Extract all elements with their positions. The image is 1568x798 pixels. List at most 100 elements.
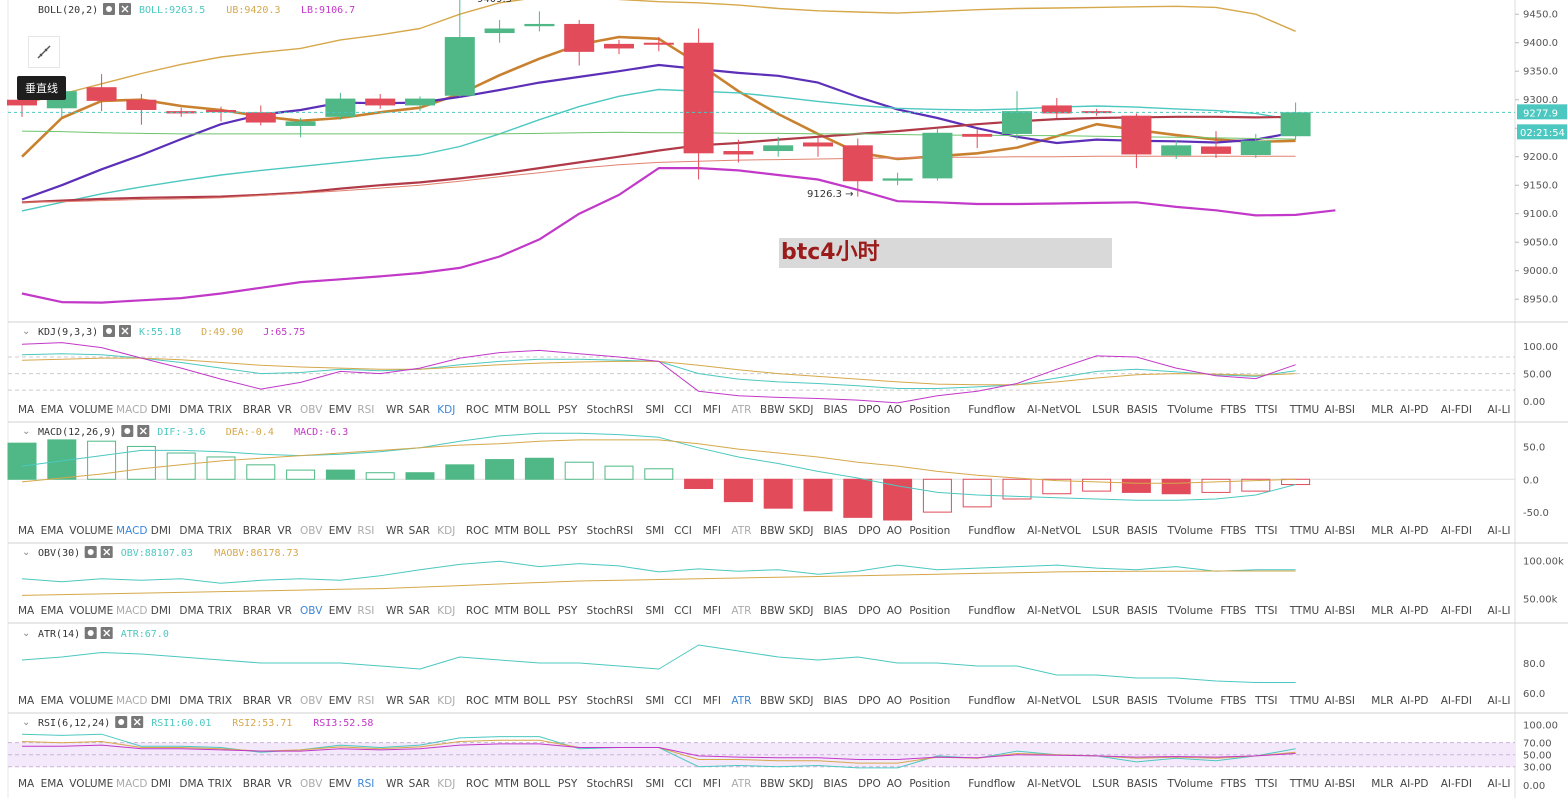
candle-body[interactable] (245, 112, 276, 123)
indicator-tab[interactable]: TTMU (1289, 778, 1319, 790)
candle-body[interactable] (1280, 112, 1311, 137)
indicator-tab[interactable]: FTBS (1220, 404, 1246, 416)
indicator-tab[interactable]: PSY (558, 778, 578, 790)
indicator-tab[interactable]: StochRSI (587, 404, 634, 416)
indicator-tab[interactable]: BOLL (523, 525, 550, 537)
indicator-tab[interactable]: CCI (674, 695, 692, 707)
macd-bar[interactable] (1042, 478, 1072, 495)
indicator-tab[interactable]: FTBS (1220, 695, 1246, 707)
indicator-tab[interactable]: OBV (300, 695, 323, 707)
macd-bar[interactable] (524, 457, 554, 480)
candle-body[interactable] (126, 99, 157, 110)
indicator-tab[interactable]: StochRSI (587, 525, 634, 537)
macd-bar[interactable] (1161, 478, 1191, 495)
indicator-tab[interactable]: DMA (179, 605, 204, 617)
macd-bar[interactable] (405, 472, 435, 480)
indicator-tab[interactable]: BASIS (1127, 605, 1158, 617)
candle-body[interactable] (1002, 111, 1032, 134)
indicator-tab[interactable]: PSY (558, 525, 578, 537)
indicator-tab[interactable]: BOLL (523, 605, 550, 617)
indicator-tab[interactable]: DMI (151, 695, 171, 707)
indicator-tab[interactable]: ROC (466, 778, 489, 790)
indicator-tab[interactable]: SAR (409, 605, 430, 617)
candle-body[interactable] (922, 132, 953, 179)
collapse-icon[interactable]: ⌄ (22, 547, 30, 558)
indicator-tab[interactable]: TTMU (1289, 695, 1319, 707)
close-panel-icon[interactable] (131, 716, 144, 728)
indicator-tab[interactable]: VR (277, 695, 291, 707)
indicator-tab[interactable]: LSUR (1092, 404, 1120, 416)
indicator-tab[interactable]: AI-LI (1488, 778, 1511, 790)
indicator-tab[interactable]: MFI (703, 695, 721, 707)
indicator-tab[interactable]: VOLUME (69, 404, 113, 416)
indicator-tab[interactable]: DPO (858, 605, 881, 617)
indicator-tab[interactable]: AI-PD (1400, 404, 1429, 416)
indicator-tab[interactable]: VOLUME (69, 605, 113, 617)
indicator-tab[interactable]: DMI (151, 404, 171, 416)
settings-gear-icon[interactable] (103, 3, 115, 15)
close-panel-icon[interactable] (137, 425, 150, 437)
candle-body[interactable] (604, 43, 634, 49)
macd-bar[interactable] (843, 478, 873, 518)
indicator-tab[interactable]: BBW (760, 695, 785, 707)
indicator-tab[interactable]: BBW (760, 778, 785, 790)
indicator-tab[interactable]: MACD (116, 404, 147, 416)
indicator-tab[interactable]: AI-BSI (1325, 778, 1355, 790)
indicator-tab[interactable]: BBW (760, 525, 785, 537)
indicator-tab[interactable]: OBV (300, 525, 323, 537)
indicator-tab[interactable]: Fundflow (968, 525, 1015, 537)
indicator-tab[interactable]: WR (386, 525, 404, 537)
candle-body[interactable] (1121, 115, 1152, 155)
macd-bar[interactable] (962, 478, 992, 508)
collapse-icon[interactable]: ⌄ (22, 628, 30, 639)
indicator-tab[interactable]: OBV (300, 605, 323, 617)
indicator-tab[interactable]: AI-PD (1400, 695, 1429, 707)
indicator-tab[interactable]: Fundflow (968, 778, 1015, 790)
indicator-tab[interactable]: CCI (674, 525, 692, 537)
indicator-tab[interactable]: BASIS (1127, 404, 1158, 416)
indicator-tab[interactable]: Position (909, 605, 950, 617)
indicator-tab[interactable]: ATR (731, 605, 751, 617)
indicator-tab[interactable]: ATR (731, 525, 751, 537)
indicator-tab[interactable]: TVolume (1167, 404, 1213, 416)
indicator-tab[interactable]: DMA (179, 525, 204, 537)
macd-bar[interactable] (684, 478, 714, 489)
indicator-tab[interactable]: LSUR (1092, 525, 1120, 537)
candle-body[interactable] (723, 151, 754, 155)
indicator-tab[interactable]: MA (18, 404, 35, 416)
indicator-tab[interactable]: Fundflow (968, 404, 1015, 416)
indicator-tab[interactable]: SKDJ (789, 695, 814, 707)
indicator-tab[interactable]: VOLUME (69, 695, 113, 707)
indicator-tab[interactable]: SKDJ (789, 605, 814, 617)
indicator-tab[interactable]: ROC (466, 404, 489, 416)
indicator-tab[interactable]: Position (909, 525, 950, 537)
indicator-tab[interactable]: DMI (151, 778, 171, 790)
indicator-tab[interactable]: BRAR (243, 695, 272, 707)
indicator-tab[interactable]: EMV (329, 525, 353, 537)
macd-bar[interactable] (644, 468, 674, 480)
indicator-tab[interactable]: ROC (466, 525, 489, 537)
indicator-tab[interactable]: MTM (495, 778, 520, 790)
indicator-tab[interactable]: SAR (409, 695, 430, 707)
close-panel-icon[interactable] (119, 325, 131, 337)
indicator-tab[interactable]: TTMU (1289, 525, 1319, 537)
macd-bar[interactable] (286, 469, 316, 480)
indicator-tab[interactable]: TRIX (207, 404, 232, 416)
indicator-tab[interactable]: BASIS (1127, 525, 1158, 537)
indicator-tab[interactable]: TRIX (207, 695, 232, 707)
indicator-tab[interactable]: AI-NetVOL (1027, 605, 1081, 617)
indicator-tab[interactable]: BOLL (523, 778, 550, 790)
indicator-tab[interactable]: MTM (495, 695, 520, 707)
indicator-tab[interactable]: StochRSI (587, 778, 634, 790)
indicator-tab[interactable]: RSI (357, 525, 374, 537)
indicator-tab[interactable]: DPO (858, 404, 881, 416)
indicator-tab[interactable]: TVolume (1167, 605, 1213, 617)
indicator-tab[interactable]: AI-PD (1400, 778, 1429, 790)
macd-bar[interactable] (1002, 478, 1032, 500)
drawing-tool-button[interactable] (28, 36, 60, 68)
indicator-tab[interactable]: AI-FDI (1441, 695, 1472, 707)
indicator-tab[interactable]: AI-NetVOL (1027, 525, 1081, 537)
indicator-tab[interactable]: SAR (409, 404, 430, 416)
indicator-tab[interactable]: BBW (760, 605, 785, 617)
